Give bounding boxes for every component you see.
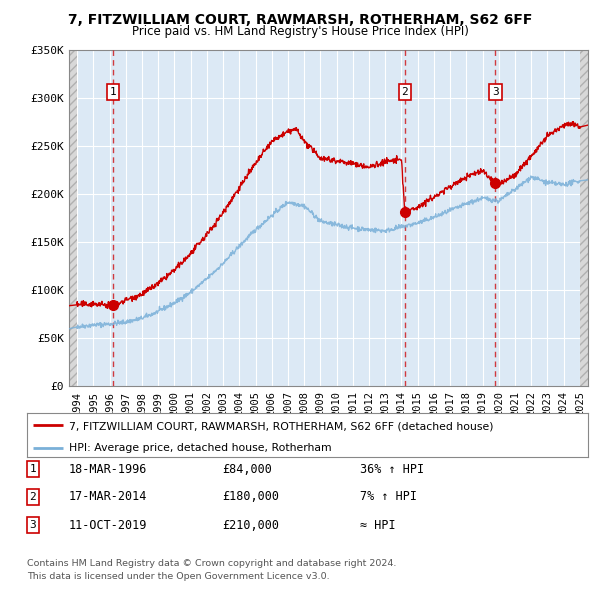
Text: £210,000: £210,000	[222, 519, 279, 532]
Text: 11-OCT-2019: 11-OCT-2019	[69, 519, 148, 532]
Text: 7% ↑ HPI: 7% ↑ HPI	[360, 490, 417, 503]
Text: 1: 1	[29, 464, 37, 474]
Text: 36% ↑ HPI: 36% ↑ HPI	[360, 463, 424, 476]
Text: HPI: Average price, detached house, Rotherham: HPI: Average price, detached house, Roth…	[69, 444, 332, 453]
Bar	[69, 50, 77, 386]
Text: Price paid vs. HM Land Registry's House Price Index (HPI): Price paid vs. HM Land Registry's House …	[131, 25, 469, 38]
Text: 2: 2	[401, 87, 408, 97]
Text: 7, FITZWILLIAM COURT, RAWMARSH, ROTHERHAM, S62 6FF: 7, FITZWILLIAM COURT, RAWMARSH, ROTHERHA…	[68, 13, 532, 27]
Text: 7, FITZWILLIAM COURT, RAWMARSH, ROTHERHAM, S62 6FF (detached house): 7, FITZWILLIAM COURT, RAWMARSH, ROTHERHA…	[69, 421, 494, 431]
Text: 2: 2	[29, 492, 37, 502]
Text: £84,000: £84,000	[222, 463, 272, 476]
Text: 1: 1	[110, 87, 116, 97]
Text: 3: 3	[29, 520, 37, 530]
Text: This data is licensed under the Open Government Licence v3.0.: This data is licensed under the Open Gov…	[27, 572, 329, 581]
Text: 17-MAR-2014: 17-MAR-2014	[69, 490, 148, 503]
Text: 18-MAR-1996: 18-MAR-1996	[69, 463, 148, 476]
Bar	[580, 50, 588, 386]
Text: Contains HM Land Registry data © Crown copyright and database right 2024.: Contains HM Land Registry data © Crown c…	[27, 559, 397, 568]
Text: 3: 3	[492, 87, 499, 97]
Text: ≈ HPI: ≈ HPI	[360, 519, 395, 532]
Text: £180,000: £180,000	[222, 490, 279, 503]
